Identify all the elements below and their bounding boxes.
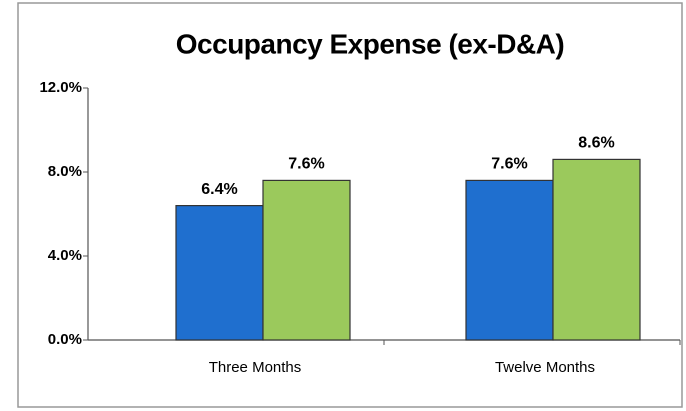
bar xyxy=(465,179,554,341)
chart-title: Occupancy Expense (ex-D&A) xyxy=(176,28,564,59)
y-tick-label: 4.0% xyxy=(48,247,82,264)
bar xyxy=(552,158,641,341)
y-tick-label: 0.0% xyxy=(48,331,82,348)
y-tick-label: 8.0% xyxy=(48,163,82,180)
x-tick-label: Three Months xyxy=(209,359,302,376)
bar xyxy=(175,205,264,341)
value-label: 8.6% xyxy=(578,135,614,152)
value-label: 7.6% xyxy=(491,156,527,173)
y-tick-label: 12.0% xyxy=(39,79,82,96)
x-tick-label: Twelve Months xyxy=(495,359,595,376)
bar xyxy=(262,179,351,341)
value-label: 6.4% xyxy=(201,181,237,198)
value-label: 7.6% xyxy=(288,156,324,173)
